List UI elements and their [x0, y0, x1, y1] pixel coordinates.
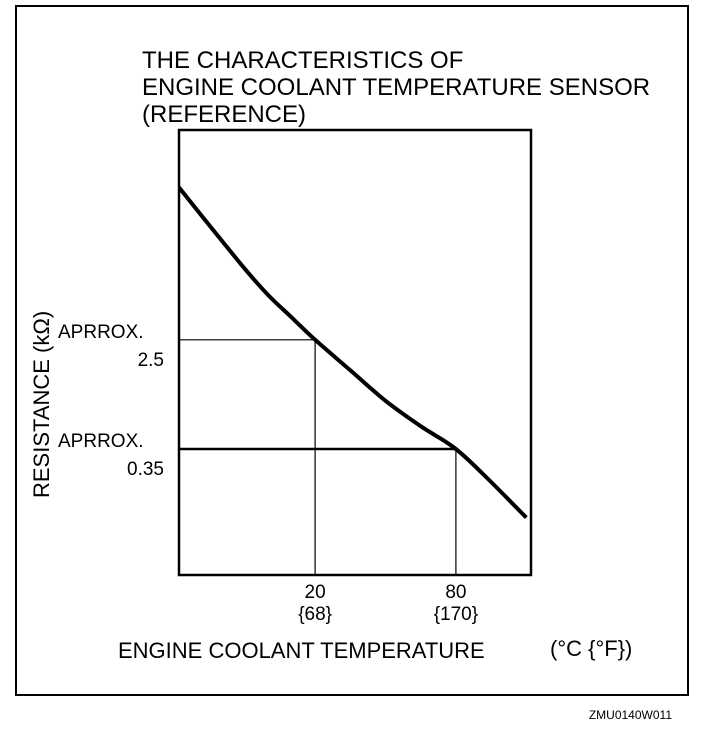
outer-frame — [15, 5, 689, 696]
chart-title-line-3: (REFERENCE) — [142, 101, 306, 128]
x-tick-labels: 20{68} 80{170} — [298, 582, 478, 625]
y-tick-value-1: 2.5 — [138, 350, 164, 371]
x-tick-sublabel-2: {170} — [434, 604, 478, 625]
x-tick-sublabel-1: {68} — [298, 604, 332, 625]
plot-area — [177, 128, 533, 577]
resistance-curve — [179, 186, 528, 520]
y-tick-value-2: 0.35 — [127, 459, 164, 480]
x-axis-label: ENGINE COOLANT TEMPERATURE — [118, 638, 485, 663]
figure-code: ZMU0140W011 — [589, 708, 672, 722]
y-axis-label: RESISTANCE (kΩ) — [29, 311, 54, 498]
x-axis-units: (°C {°F}) — [550, 636, 632, 661]
y-tick-label-1: APRROX. — [58, 322, 144, 343]
x-tick-label-2: 80 — [445, 582, 466, 603]
chart-title-line-2: ENGINE COOLANT TEMPERATURE SENSOR — [142, 74, 650, 101]
y-tick-labels: APRROX. 2.5 APRROX. 0.35 — [58, 322, 164, 480]
chart-title-line-1: THE CHARACTERISTICS OF — [142, 47, 463, 74]
x-tick-label-1: 20 — [305, 582, 326, 603]
guide-lines — [179, 339, 457, 575]
y-tick-label-2: APRROX. — [58, 431, 144, 452]
